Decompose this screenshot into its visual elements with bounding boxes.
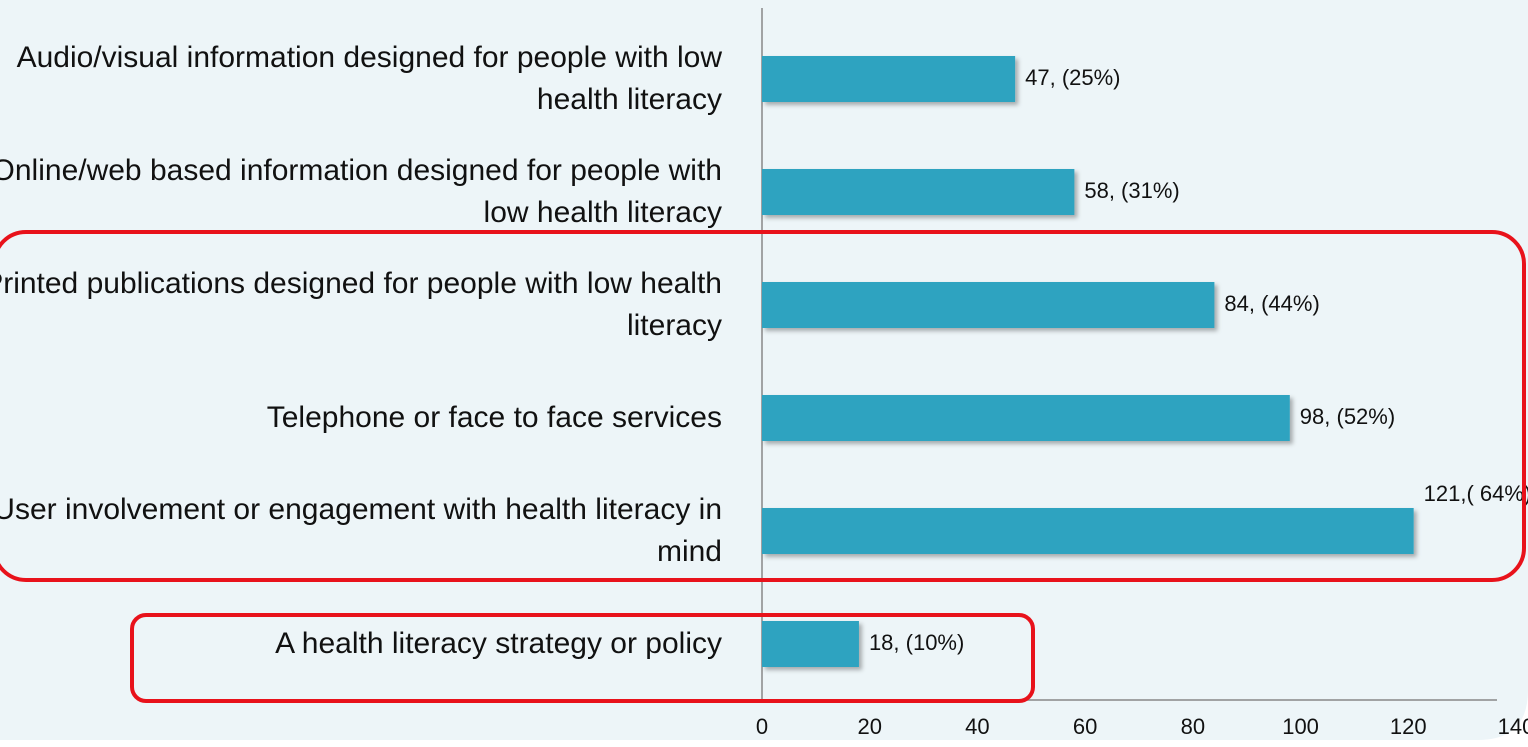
highlight-box <box>130 613 1035 703</box>
y-tick-label: User involvement or engagement with heal… <box>0 493 722 568</box>
data-label: 98, (52%) <box>1300 404 1395 429</box>
highlight-box <box>0 230 1526 582</box>
x-tick-label: 140 <box>1498 714 1528 739</box>
bar <box>762 621 859 667</box>
x-tick-label: 0 <box>756 714 768 739</box>
bar <box>762 508 1414 554</box>
bar <box>762 169 1075 215</box>
x-tick-label: 80 <box>1181 714 1205 739</box>
data-label: 18, (10%) <box>869 630 964 655</box>
data-label: 84, (44%) <box>1224 291 1319 316</box>
x-tick-label: 120 <box>1390 714 1427 739</box>
y-tick-label: Online/web based information designed fo… <box>0 154 722 229</box>
data-label: 121,( 64%) <box>1424 481 1528 506</box>
bar <box>762 56 1016 102</box>
data-label: 58, (31%) <box>1084 178 1179 203</box>
data-label: 47, (25%) <box>1025 65 1120 90</box>
y-tick-label: Audio/visual information designed for pe… <box>16 41 722 116</box>
bar <box>762 282 1215 328</box>
x-tick-label: 20 <box>857 714 881 739</box>
y-tick-label: Printed publications designed for people… <box>0 267 722 342</box>
y-tick-label: Telephone or face to face services <box>266 401 722 434</box>
x-tick-label: 40 <box>965 714 989 739</box>
y-tick-label: A health literacy strategy or policy <box>275 627 722 660</box>
x-tick-label: 100 <box>1282 714 1319 739</box>
x-tick-label: 60 <box>1073 714 1097 739</box>
bar <box>762 395 1290 441</box>
